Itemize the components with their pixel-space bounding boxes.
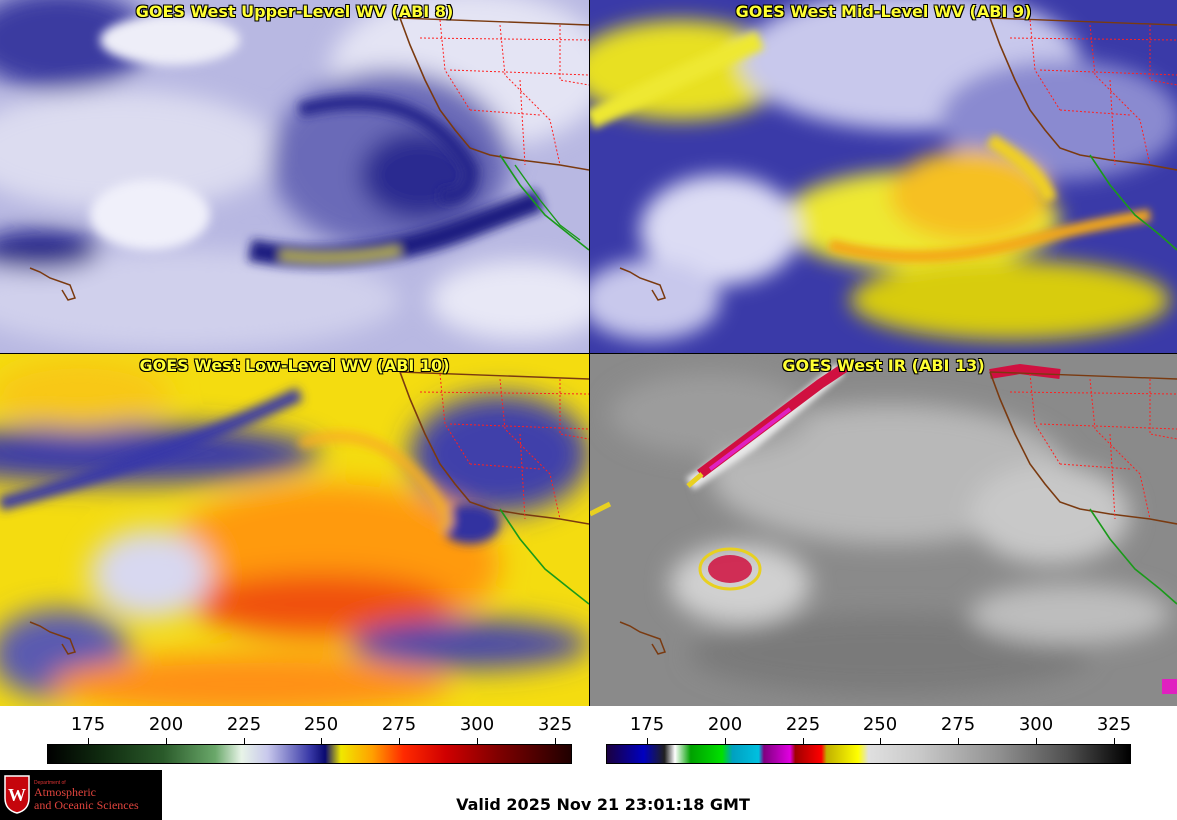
ir-tick-label: 300 [1018, 714, 1054, 735]
panel-ir: GOES West IR (ABI 13) [590, 354, 1177, 706]
ir-tick-label: 325 [1096, 714, 1132, 735]
svg-text:W: W [8, 785, 26, 805]
panel-title: GOES West IR (ABI 13) [782, 356, 985, 375]
logo-line-1: Department of [34, 780, 66, 786]
ir-tick-label: 200 [707, 714, 743, 735]
mid-level-wv-image [590, 0, 1177, 353]
logo-line-2: Atmospheric and Oceanic Sciences [34, 785, 139, 812]
panel-low-level-wv: GOES West Low-Level WV (ABI 10) [0, 354, 589, 706]
ir-tick-label: 175 [629, 714, 665, 735]
panel-title: GOES West Low-Level WV (ABI 10) [139, 356, 450, 375]
uw-crest-icon: W [4, 775, 30, 814]
wv-colorbar: 175 200 225 250 275 300 325 [47, 706, 572, 766]
upper-level-wv-image [0, 0, 589, 353]
wv-tick-label: 200 [148, 714, 184, 735]
ir-image [590, 354, 1177, 706]
valid-time: Valid 2025 Nov 21 23:01:18 GMT [456, 795, 750, 814]
panel-upper-level-wv: GOES West Upper-Level WV (ABI 8) [0, 0, 589, 353]
ir-tick-label: 275 [940, 714, 976, 735]
ir-colorbar-gradient [606, 744, 1131, 764]
ir-colorbar: 175 200 225 250 275 300 325 [606, 706, 1131, 766]
panel-title: GOES West Upper-Level WV (ABI 8) [135, 2, 454, 21]
wv-tick-label: 325 [537, 714, 573, 735]
ir-tick-label: 225 [785, 714, 821, 735]
wv-tick-label: 275 [381, 714, 417, 735]
panel-title: GOES West Mid-Level WV (ABI 9) [735, 2, 1032, 21]
wv-tick-label: 225 [226, 714, 262, 735]
aos-logo: W Department of Atmospheric and Oceanic … [0, 770, 162, 820]
ir-tick-label: 250 [862, 714, 898, 735]
panel-mid-level-wv: GOES West Mid-Level WV (ABI 9) [590, 0, 1177, 353]
wv-tick-label: 300 [459, 714, 495, 735]
wv-tick-label: 175 [70, 714, 106, 735]
panel-divider-horizontal [0, 353, 1177, 354]
wv-colorbar-gradient [47, 744, 572, 764]
wv-tick-label: 250 [303, 714, 339, 735]
low-level-wv-image [0, 354, 589, 706]
